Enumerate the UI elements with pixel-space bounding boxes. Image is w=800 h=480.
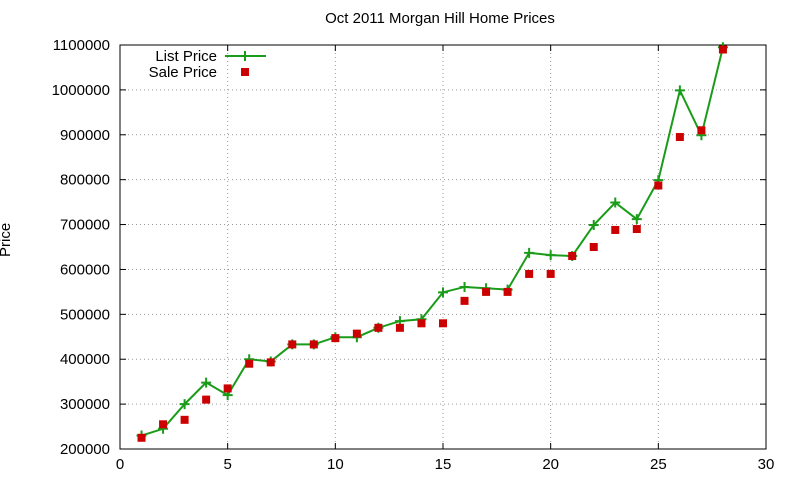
data-point-square [611, 225, 620, 234]
data-point-square [439, 319, 447, 328]
data-point-plus [524, 247, 535, 258]
data-point-square [654, 181, 663, 190]
data-point-square [482, 287, 491, 296]
data-point-square [460, 296, 469, 305]
series-layer [136, 42, 728, 442]
data-point-square [202, 395, 211, 404]
data-point-square [632, 225, 641, 234]
data-point-square [309, 340, 318, 349]
y-tick-label: 900000 [60, 127, 110, 144]
series-line [141, 47, 724, 437]
x-tick-label: 20 [542, 456, 559, 473]
data-point-square [525, 269, 534, 278]
data-point-square [266, 358, 275, 367]
data-point-square [568, 251, 577, 260]
x-tick-label: 10 [327, 456, 344, 473]
y-tick-label: 600000 [60, 261, 110, 278]
y-tick-label: 500000 [60, 306, 110, 323]
data-point-square [503, 287, 512, 296]
data-point-plus [545, 250, 556, 261]
data-point-square [245, 359, 254, 368]
data-point-square [718, 45, 727, 54]
data-point-square [331, 334, 340, 343]
x-tick-label: 30 [758, 456, 775, 473]
data-point-plus [610, 197, 621, 208]
x-tick-labels: 0 5 10 15 20 25 30 [116, 456, 775, 473]
grid [120, 45, 766, 449]
data-point-plus [179, 399, 190, 410]
legend-marker [241, 68, 249, 76]
data-point-square [589, 243, 598, 251]
data-point-plus [631, 214, 642, 225]
data-point-square [697, 126, 706, 135]
legend-label: Sale Price [149, 64, 217, 81]
data-point-square [417, 319, 426, 328]
y-tick-label: 1100000 [53, 37, 110, 54]
series-1 [137, 45, 727, 442]
x-tick-label: 25 [650, 456, 667, 473]
y-tick-label: 200000 [60, 441, 110, 458]
y-tick-label: 800000 [60, 172, 110, 189]
data-point-plus [201, 377, 212, 388]
data-point-square [180, 415, 189, 424]
data-point-square [137, 433, 146, 442]
data-point-plus [459, 281, 470, 292]
y-tick-label: 300000 [60, 396, 110, 413]
data-point-square [352, 329, 361, 338]
x-tick-label: 15 [435, 456, 452, 473]
data-point-plus [674, 85, 685, 96]
data-point-square [159, 420, 168, 429]
legend-label: List Price [155, 48, 217, 65]
y-tick-labels: 200000 300000 400000 500000 600000 700000 8000… [52, 37, 110, 458]
data-point-square [374, 323, 383, 332]
data-point-plus [588, 220, 599, 231]
data-point-square [395, 323, 404, 332]
y-tick-label: 1000000 [52, 82, 110, 99]
legend-marker [240, 51, 250, 61]
data-point-square [546, 269, 555, 278]
y-tick-label: 400000 [60, 351, 110, 368]
x-tick-label: 5 [223, 456, 231, 473]
data-point-square [223, 384, 232, 393]
x-tick-label: 0 [116, 456, 124, 473]
data-point-square [675, 133, 684, 142]
chart-title: Oct 2011 Morgan Hill Home Prices [325, 10, 555, 27]
y-tick-label: 700000 [60, 217, 110, 234]
data-point-plus [438, 287, 448, 298]
axis-ticks [119, 44, 767, 450]
series-0 [136, 42, 728, 441]
data-point-square [288, 340, 297, 349]
